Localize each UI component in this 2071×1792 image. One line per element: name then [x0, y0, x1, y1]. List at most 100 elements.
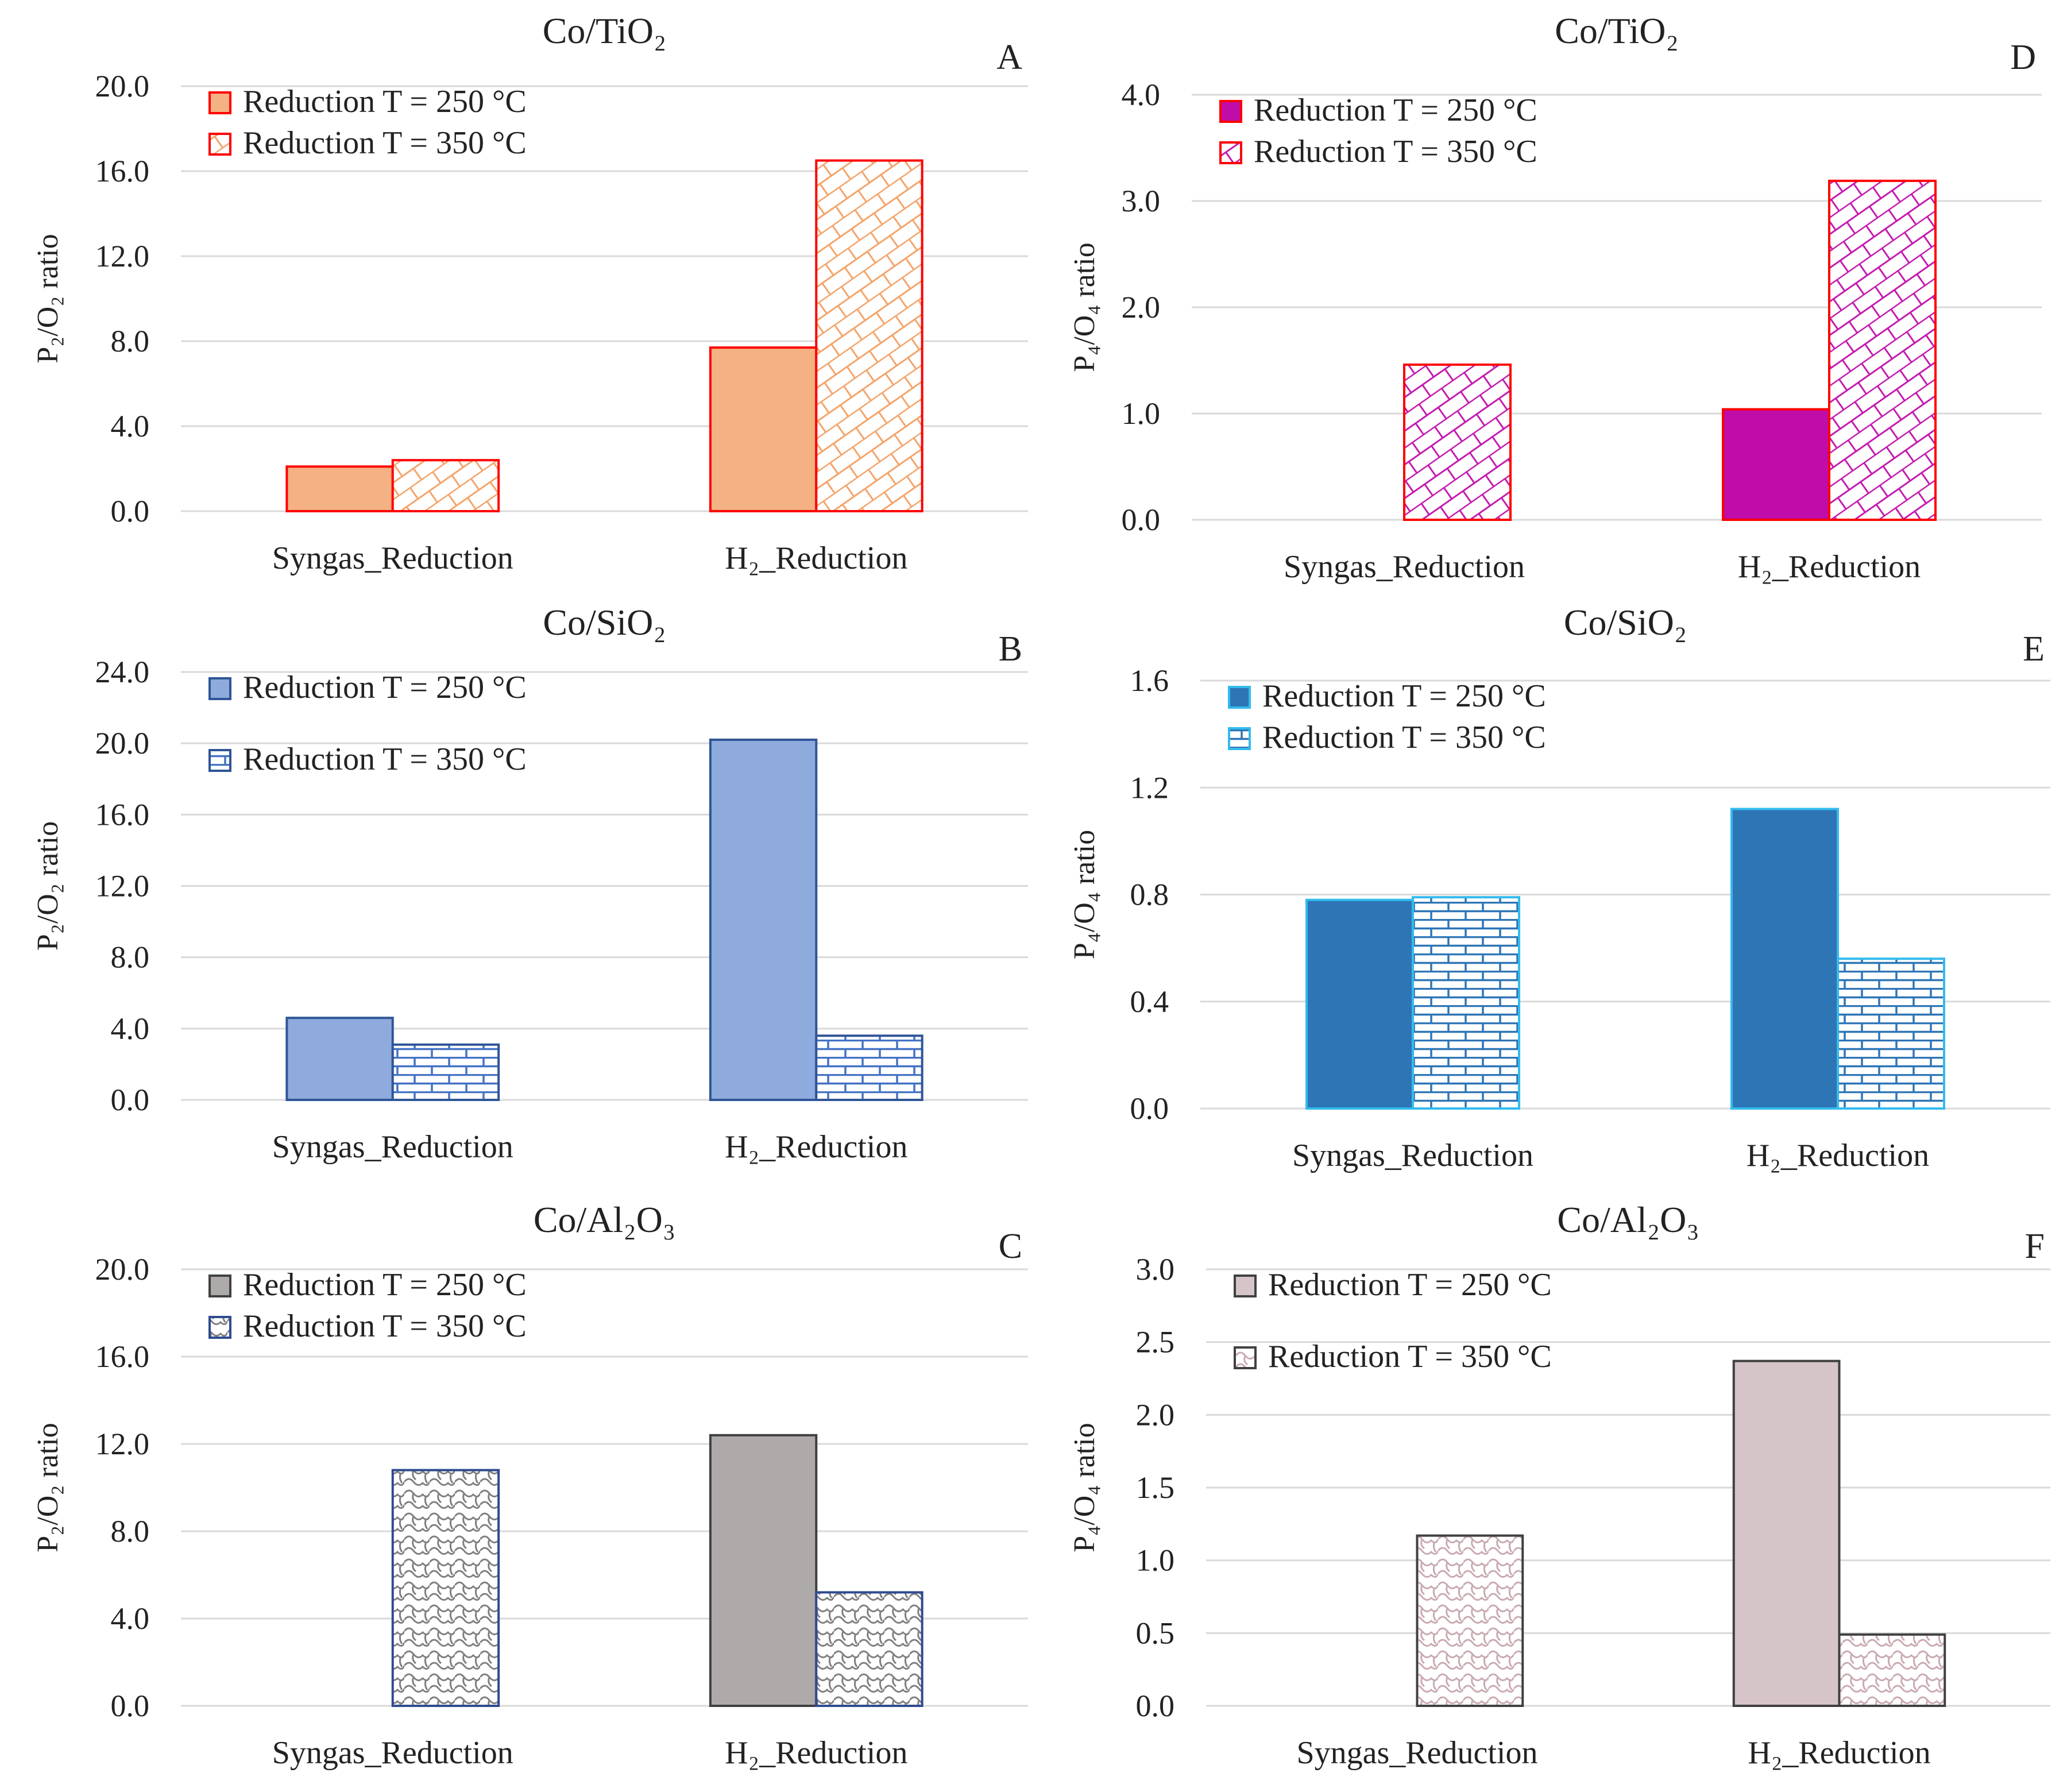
bar-350-syngas: Reduction T = 350 °C: 2.4: [391, 459, 500, 513]
y-tick-label: 8.0: [111, 1514, 150, 1548]
y-tick-label: 8.0: [111, 940, 150, 975]
y-tick-label: 2.0: [1136, 1397, 1175, 1432]
y-tick-label: 2.0: [1122, 290, 1161, 325]
y-tick-label: 20.0: [95, 1252, 150, 1287]
x-tick-label: Syngas_Reduction: [272, 1129, 513, 1165]
bar-350-syngas: Reduction T = 350 °C: 0.79: [1412, 896, 1520, 1110]
legend-label: Reduction T = 350 °C: [1262, 720, 1546, 755]
y-axis-label: P₄/O₄ ratio: [1068, 830, 1101, 959]
y-axis-label: P₂/O₂ ratio: [32, 821, 64, 951]
legend-label: Reduction T = 250 °C: [243, 84, 527, 119]
y-tick-label: 3.0: [1122, 184, 1161, 218]
bar-350-h2: Reduction T = 350 °C: 5.2: [815, 1591, 924, 1708]
y-tick-label: 1.0: [1136, 1543, 1175, 1578]
y-tick-label: 4.0: [111, 1601, 150, 1636]
bar-350-h2: Reduction T = 350 °C: 3.6: [815, 1034, 924, 1101]
legend-label: Reduction T = 350 °C: [243, 1308, 527, 1344]
y-tick-label: 0.0: [111, 494, 150, 528]
y-tick-label: 1.6: [1130, 663, 1169, 698]
x-tick-label: H₂_Reduction: [1747, 1138, 1929, 1173]
chart-title: Co/TiO₂: [1555, 10, 1679, 51]
y-tick-label: 4.0: [111, 1011, 150, 1046]
y-tick-label: 20.0: [95, 726, 150, 760]
legend-swatch: [208, 677, 231, 700]
y-tick-label: 20.0: [95, 69, 150, 103]
legend-swatch: [1219, 141, 1242, 164]
bar-350-syngas: Reduction T = 350 °C: 10.8: [391, 1469, 500, 1707]
x-tick-label: Syngas_Reduction: [1297, 1735, 1538, 1771]
chart-title: Co/SiO₂: [543, 602, 666, 643]
bar-250-syngas: Reduction T = 250 °C: 2.1: [285, 465, 394, 512]
bar-250-syngas: Reduction T = 250 °C: 4.6: [285, 1017, 394, 1101]
y-tick-label: 0.0: [111, 1689, 150, 1723]
legend-swatch: [1228, 686, 1251, 709]
y-tick-label: 12.0: [95, 1427, 150, 1461]
bar-350-h2: Reduction T = 350 °C: 3.19: [1828, 179, 1937, 522]
legend-swatch: [208, 1316, 231, 1339]
panel-letter: D: [2010, 38, 2036, 77]
bar-350-h2: Reduction T = 350 °C: 0.49: [1838, 1633, 1946, 1707]
y-tick-label: 0.8: [1130, 878, 1169, 912]
y-axis-label: P₄/O₄ ratio: [1068, 242, 1101, 372]
bar-250-h2: Reduction T = 250 °C: 1.12: [1730, 808, 1839, 1110]
chart-svg-e: Co/SiO₂ E 0.0 0.4 0.8 1.2 1.6 P₄/O₄ ratio Reduct…: [1068, 602, 2050, 1173]
chart-title: Co/TiO₂: [543, 10, 667, 51]
legend-label: Reduction T = 250 °C: [1254, 92, 1537, 128]
y-tick-label: 0.0: [1130, 1091, 1169, 1126]
chart-title: Co/Al₂O₃: [1557, 1199, 1699, 1240]
chart-svg-a: Co/TiO₂ A 0.0 4.0 8.0 12.0 16.0 20.0 P₂/O₂ ratio…: [32, 10, 1028, 576]
y-axis-label: P₄/O₄ ratio: [1068, 1423, 1101, 1552]
chart-title: Co/SiO₂: [1564, 602, 1687, 643]
y-tick-label: 3.0: [1136, 1252, 1175, 1287]
legend-label: Reduction T = 250 °C: [1268, 1267, 1552, 1303]
y-tick-label: 24.0: [95, 655, 150, 689]
bar-250-h2: Reduction T = 250 °C: 7.7: [709, 346, 818, 512]
chart-svg-d: Co/TiO₂ D 0.0 1.0 2.0 3.0 4.0 P₄/O₄ ratio Reduct…: [1068, 10, 2042, 585]
legend-label: Reduction T = 350 °C: [243, 741, 527, 777]
y-tick-label: 4.0: [111, 409, 150, 443]
bar-250-h2: Reduction T = 250 °C: 12.4: [709, 1434, 818, 1707]
x-tick-label: H₂_Reduction: [725, 1129, 907, 1165]
legend-label: Reduction T = 250 °C: [243, 670, 527, 705]
y-tick-label: 0.0: [1136, 1689, 1175, 1723]
y-tick-label: 12.0: [95, 239, 150, 273]
legend-swatch: [208, 133, 231, 156]
bar-250-h2: Reduction T = 250 °C: 20.2: [709, 738, 818, 1102]
y-tick-label: 0.5: [1136, 1616, 1175, 1650]
y-tick-label: 16.0: [95, 154, 150, 188]
panel-letter: E: [2023, 629, 2045, 669]
x-tick-label: Syngas_Reduction: [272, 540, 513, 576]
x-tick-label: H₂_Reduction: [725, 540, 907, 576]
legend-swatch: [208, 749, 231, 772]
panel-letter: B: [999, 629, 1022, 669]
legend-swatch: [1234, 1275, 1257, 1297]
x-tick-label: H₂_Reduction: [1738, 549, 1921, 585]
y-tick-label: 8.0: [111, 324, 150, 358]
panel-letter: C: [999, 1227, 1022, 1266]
y-tick-label: 16.0: [95, 1339, 150, 1374]
y-tick-label: 0.4: [1130, 984, 1169, 1019]
legend-label: Reduction T = 250 °C: [243, 1267, 527, 1303]
bar-350-syngas: Reduction T = 350 °C: 1.17: [1416, 1534, 1524, 1707]
y-tick-label: 0.0: [111, 1083, 150, 1117]
bar-350-syngas: Reduction T = 350 °C: 3.1: [391, 1043, 500, 1101]
legend-label: Reduction T = 250 °C: [1262, 678, 1546, 714]
chart-panel-f: Co/Al₂O₃ F 0.0 0.5 1.0 1.5 2.0 2.5 3.0 P₄/O₄ rati…: [1034, 1189, 2071, 1789]
y-tick-label: 0.0: [1122, 503, 1161, 537]
y-axis-label: P₂/O₂ ratio: [32, 1423, 64, 1552]
y-tick-label: 1.2: [1130, 770, 1169, 805]
legend-swatch: [208, 91, 231, 114]
y-tick-label: 4.0: [1122, 78, 1161, 112]
panel-letter: A: [996, 38, 1022, 77]
chart-svg-b: Co/SiO₂ B 0.0 4.0 8.0 12.0 16.0 20.0 24.0 P₂/O₂ r…: [32, 602, 1028, 1165]
x-tick-label: H₂_Reduction: [1748, 1735, 1930, 1771]
legend-swatch: [208, 1275, 231, 1297]
chart-svg-c: Co/Al₂O₃ C 0.0 4.0 8.0 12.0 16.0 20.0 P₂/O₂ rati…: [32, 1199, 1028, 1771]
chart-panel-b: Co/SiO₂ B 0.0 4.0 8.0 12.0 16.0 20.0 24.0 P₂/O₂ r…: [0, 592, 1034, 1189]
y-tick-label: 12.0: [95, 869, 150, 903]
y-tick-label: 2.5: [1136, 1325, 1175, 1360]
bar-350-syngas: Reduction T = 350 °C: 1.46: [1403, 363, 1512, 522]
y-tick-label: 16.0: [95, 797, 150, 832]
x-tick-label: H₂_Reduction: [725, 1735, 907, 1771]
chart-svg-f: Co/Al₂O₃ F 0.0 0.5 1.0 1.5 2.0 2.5 3.0 P₄/O₄ rati…: [1068, 1199, 2050, 1771]
